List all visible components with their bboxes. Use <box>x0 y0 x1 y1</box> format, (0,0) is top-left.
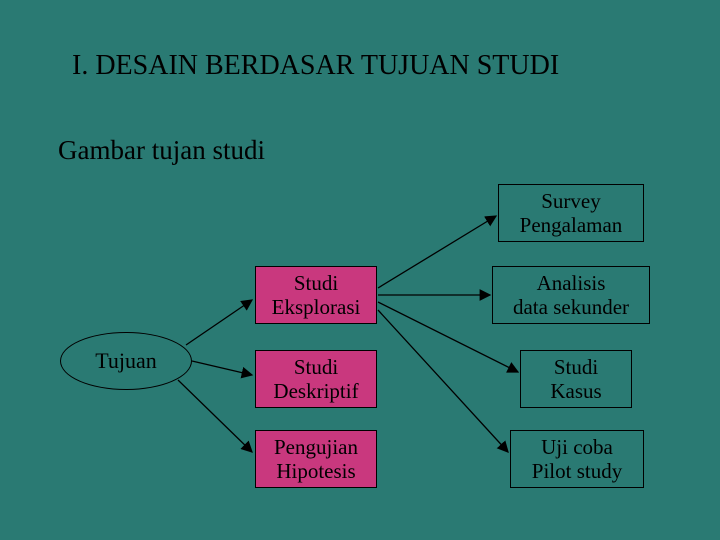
slide: I. DESAIN BERDASAR TUJUAN STUDI Gambar t… <box>0 0 720 540</box>
node-studi-kasus: StudiKasus <box>520 350 632 408</box>
node-analisis-data: Analisisdata sekunder <box>492 266 650 324</box>
node-uji-coba-label: Uji cobaPilot study <box>532 435 622 483</box>
node-studi-deskriptif-label: StudiDeskriptif <box>273 355 358 403</box>
slide-title: I. DESAIN BERDASAR TUJUAN STUDI <box>72 50 559 82</box>
node-analisis-data-label: Analisisdata sekunder <box>513 271 629 319</box>
node-pengujian-hipotesis-label: PengujianHipotesis <box>274 435 358 483</box>
node-uji-coba: Uji cobaPilot study <box>510 430 644 488</box>
node-studi-deskriptif: StudiDeskriptif <box>255 350 377 408</box>
node-survey-pengalaman: SurveyPengalaman <box>498 184 644 242</box>
node-studi-kasus-label: StudiKasus <box>550 355 601 403</box>
slide-subtitle: Gambar tujan studi <box>58 135 265 166</box>
node-survey-pengalaman-label: SurveyPengalaman <box>520 189 623 237</box>
node-studi-eksplorasi: StudiEksplorasi <box>255 266 377 324</box>
node-studi-eksplorasi-label: StudiEksplorasi <box>272 271 361 319</box>
node-pengujian-hipotesis: PengujianHipotesis <box>255 430 377 488</box>
node-tujuan: Tujuan <box>60 332 192 390</box>
node-tujuan-label: Tujuan <box>95 348 157 373</box>
